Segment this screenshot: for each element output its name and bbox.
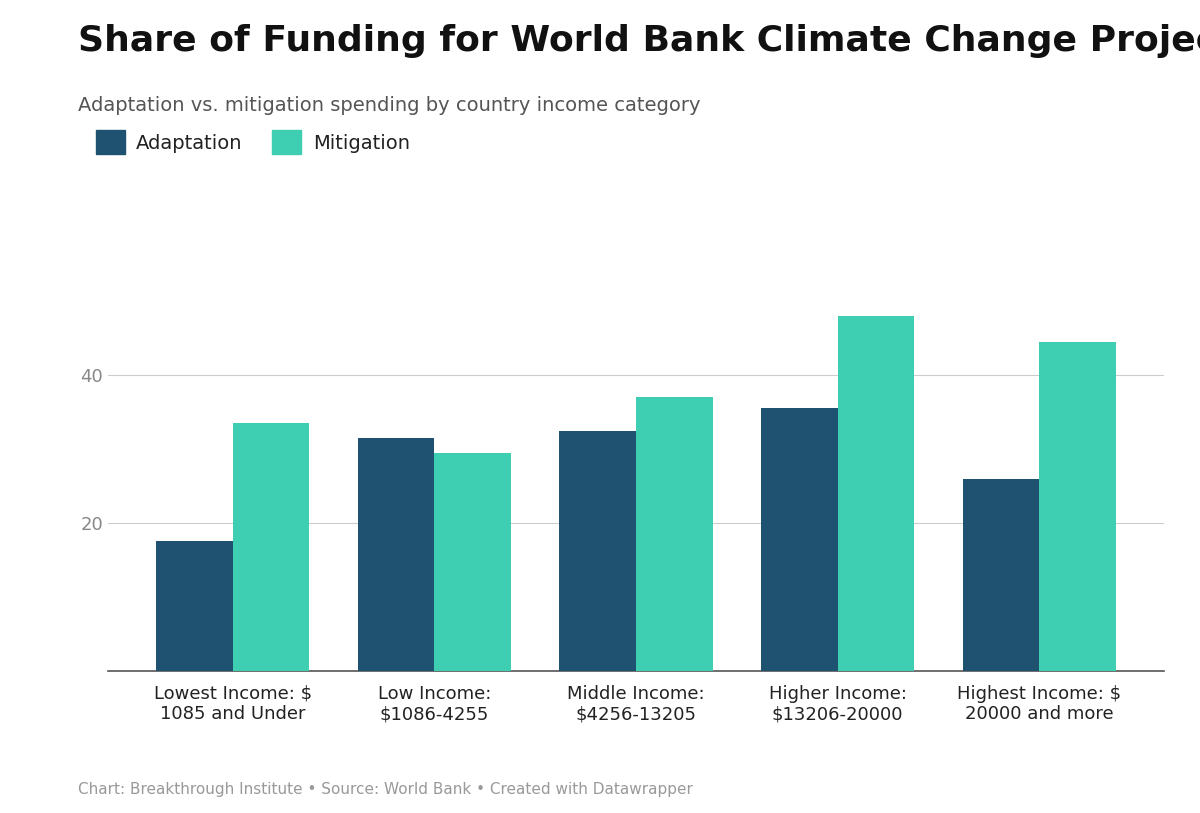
Bar	[434, 453, 511, 671]
Bar	[233, 423, 310, 671]
Bar	[156, 541, 233, 671]
Text: Chart: Breakthrough Institute • Source: World Bank • Created with Datawrapper: Chart: Breakthrough Institute • Source: …	[78, 782, 692, 797]
Bar	[358, 438, 434, 671]
Bar	[761, 408, 838, 671]
Text: Share of Funding for World Bank Climate Change Projects: Share of Funding for World Bank Climate …	[78, 24, 1200, 59]
Bar	[838, 316, 914, 671]
Legend: Adaptation, Mitigation: Adaptation, Mitigation	[88, 123, 418, 162]
Bar	[636, 398, 713, 671]
Bar	[559, 431, 636, 671]
Text: Adaptation vs. mitigation spending by country income category: Adaptation vs. mitigation spending by co…	[78, 96, 701, 115]
Bar	[962, 479, 1039, 671]
Bar	[1039, 341, 1116, 671]
